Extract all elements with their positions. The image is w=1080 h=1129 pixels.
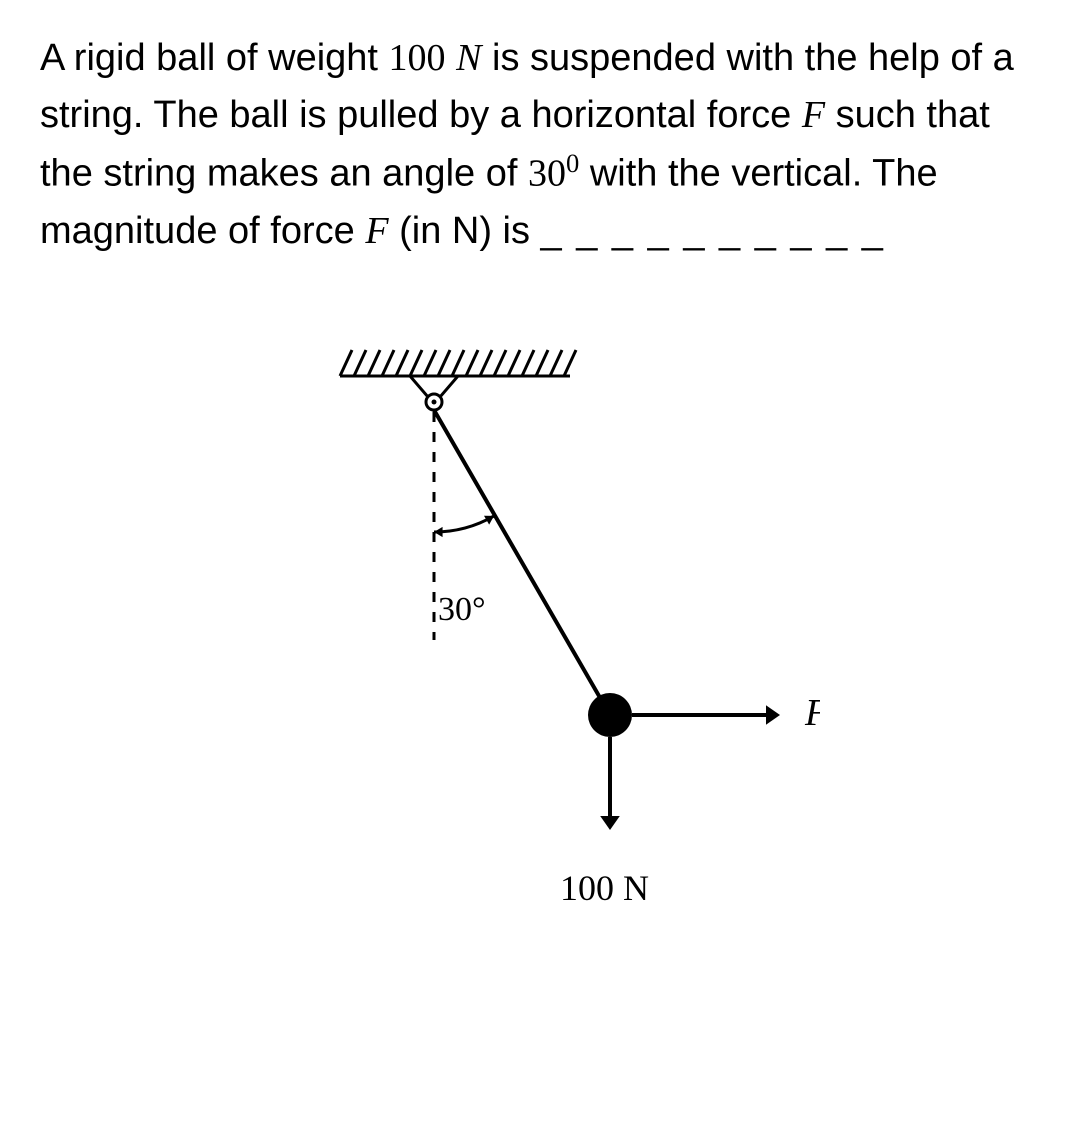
force-variable-2: F — [365, 210, 388, 252]
problem-statement: A rigid ball of weight 100 N is suspende… — [40, 30, 1040, 260]
diagram-container: 30° F 100 N — [40, 320, 1040, 945]
text-part: A rigid ball of weight — [40, 37, 389, 79]
weight-value: 100 — [389, 37, 446, 79]
force-variable: F — [802, 94, 825, 136]
angle-value: 30 — [528, 153, 566, 195]
text-part: (in N) is — [399, 210, 540, 252]
angle-superscript: 0 — [566, 148, 579, 178]
svg-text:30°: 30° — [438, 591, 486, 628]
svg-text:F: F — [804, 692, 820, 734]
weight-unit: N — [456, 37, 481, 79]
free-body-diagram: 30° F 100 N — [260, 320, 820, 940]
svg-text:100 N: 100 N — [560, 868, 649, 908]
answer-blank: _ _ _ _ _ _ _ _ _ _ — [541, 203, 885, 260]
